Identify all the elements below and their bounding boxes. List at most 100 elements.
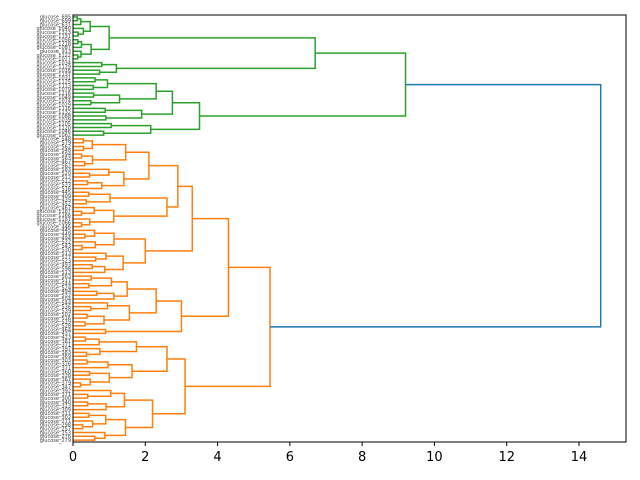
leaf-label: glucose_523: [40, 259, 71, 265]
leaf-label: glucose_563: [40, 156, 71, 162]
leaf-label: glucose_464: [40, 327, 71, 333]
dendrogram-link: [73, 370, 91, 377]
dendrogram-link: [92, 143, 127, 161]
leaf-label: glucose_467: [40, 160, 71, 166]
leaf-label: glucose_371: [40, 343, 71, 349]
leaf-label: glucose_409: [40, 194, 71, 200]
dendrogram-link: [73, 210, 83, 216]
dendrogram-link: [123, 151, 150, 180]
dendrogram-link: [73, 361, 109, 369]
leaf-label: glucose_504: [40, 297, 71, 303]
dendrogram-link: [73, 275, 92, 281]
dendrogram-link: [73, 328, 107, 335]
axes: 0 2 4 6 8 10 12 14: [69, 14, 627, 465]
leaf-label: glucose_1062: [37, 133, 71, 139]
dendrogram-link: [104, 255, 124, 271]
leaf-label: glucose_1132: [37, 110, 71, 116]
dendrogram-link: [145, 185, 194, 252]
leaf-label: glucose_532: [40, 293, 71, 299]
dendrogram-link: [73, 138, 85, 144]
leaf-label: glucose_1116: [37, 106, 71, 112]
dendrogram-link: [81, 155, 94, 165]
leaf-label: glucose_520: [40, 171, 71, 177]
leaf-label: glucose_1105: [37, 121, 71, 127]
dendrogram-link: [73, 393, 89, 399]
leaf-label: glucose_279: [40, 438, 71, 444]
dendrogram-link: [90, 94, 121, 104]
leaf-label: glucose_338: [40, 373, 71, 379]
dendrogram-link: [181, 217, 230, 317]
leaf-label: glucose_562: [40, 163, 71, 169]
leaf-label: glucose_397: [40, 346, 71, 352]
leaf-label: glucose_598: [40, 266, 71, 272]
x-tick-label: 12: [498, 450, 515, 465]
leaf-label: glucose_562: [40, 144, 71, 150]
x-tick-label: 14: [571, 450, 588, 465]
leaf-label: glucose_302: [40, 415, 71, 421]
dendrogram-link: [99, 341, 138, 353]
dendrogram-link: [109, 37, 316, 70]
leaf-label: glucose_1056: [37, 38, 71, 44]
dendrogram-link: [73, 182, 103, 190]
dendrogram-link: [83, 140, 94, 150]
dendrogram-link: [73, 263, 93, 270]
leaf-label: glucose_1039: [37, 118, 71, 124]
leaf-label: glucose_1218: [37, 41, 71, 47]
dendrogram-link: [73, 241, 97, 249]
dendrogram-link: [73, 153, 83, 159]
dendrogram-link: [86, 193, 111, 203]
leaf-label: glucose_913: [40, 49, 71, 55]
dendrogram-link: [73, 218, 91, 226]
leaf-label: glucose_1049: [37, 95, 71, 101]
leaf-label: glucose_340: [40, 400, 71, 406]
dendrogram-link: [73, 16, 79, 22]
leaf-label: glucose_544: [40, 282, 71, 288]
leaf-label: glucose_512: [40, 179, 71, 185]
leaf-label: glucose_493: [40, 263, 71, 269]
dendrogram-link: [89, 372, 111, 383]
x-tick-label: 0: [69, 450, 77, 465]
leaf-label: glucose_524: [40, 285, 71, 291]
leaf-labels: glucose_695glucose_699glucose_631glucose…: [37, 15, 71, 444]
dendrogram-link: [81, 43, 92, 55]
dendrogram-link: [73, 77, 96, 83]
leaf-label: glucose_1216: [37, 91, 71, 97]
leaf-label: glucose_494: [40, 236, 71, 242]
leaf-label: glucose_271: [40, 419, 71, 425]
leaf-label: glucose_452: [40, 202, 71, 208]
dendrogram-link: [73, 338, 100, 346]
dendrogram-link: [73, 130, 105, 136]
leaf-label: glucose_1031: [37, 76, 71, 82]
leaf-label: glucose_631: [40, 22, 71, 28]
dendrogram-link: [73, 161, 86, 167]
dendrogram-link: [73, 229, 96, 237]
x-tick-label: 6: [286, 450, 294, 465]
x-tick-label: 10: [426, 450, 443, 465]
leaf-label: glucose_516: [40, 316, 71, 322]
leaf-label: glucose_253: [40, 430, 71, 436]
leaf-label: glucose_528: [40, 324, 71, 330]
leaf-label: glucose_371: [40, 365, 71, 371]
dendrogram-link: [73, 206, 95, 214]
dendrogram-link: [73, 115, 107, 121]
dendrogram-link: [73, 351, 88, 357]
dendrogram-link: [73, 31, 79, 37]
dendrogram-link: [124, 399, 154, 429]
dendrogram-link: [73, 313, 88, 319]
leaf-label: glucose_379: [40, 381, 71, 387]
dendrogram-link: [73, 302, 109, 310]
dendrogram-link: [73, 347, 101, 356]
leaf-label: glucose_1088: [37, 114, 71, 120]
leaf-label: glucose_1122: [37, 53, 71, 59]
leaf-label: glucose_347: [40, 385, 71, 391]
dendrogram-link: [73, 172, 91, 178]
dendrogram-link: [110, 197, 168, 217]
dendrogram-link: [132, 345, 168, 372]
leaf-label: glucose_1040: [37, 26, 71, 32]
leaf-label: glucose_1077: [37, 57, 71, 63]
dendrogram-link: [73, 403, 107, 411]
leaf-label: glucose_494: [40, 289, 71, 295]
x-tick-label: 2: [141, 450, 149, 465]
leaf-label: glucose_383: [40, 350, 71, 356]
dendrogram-link: [104, 418, 127, 437]
